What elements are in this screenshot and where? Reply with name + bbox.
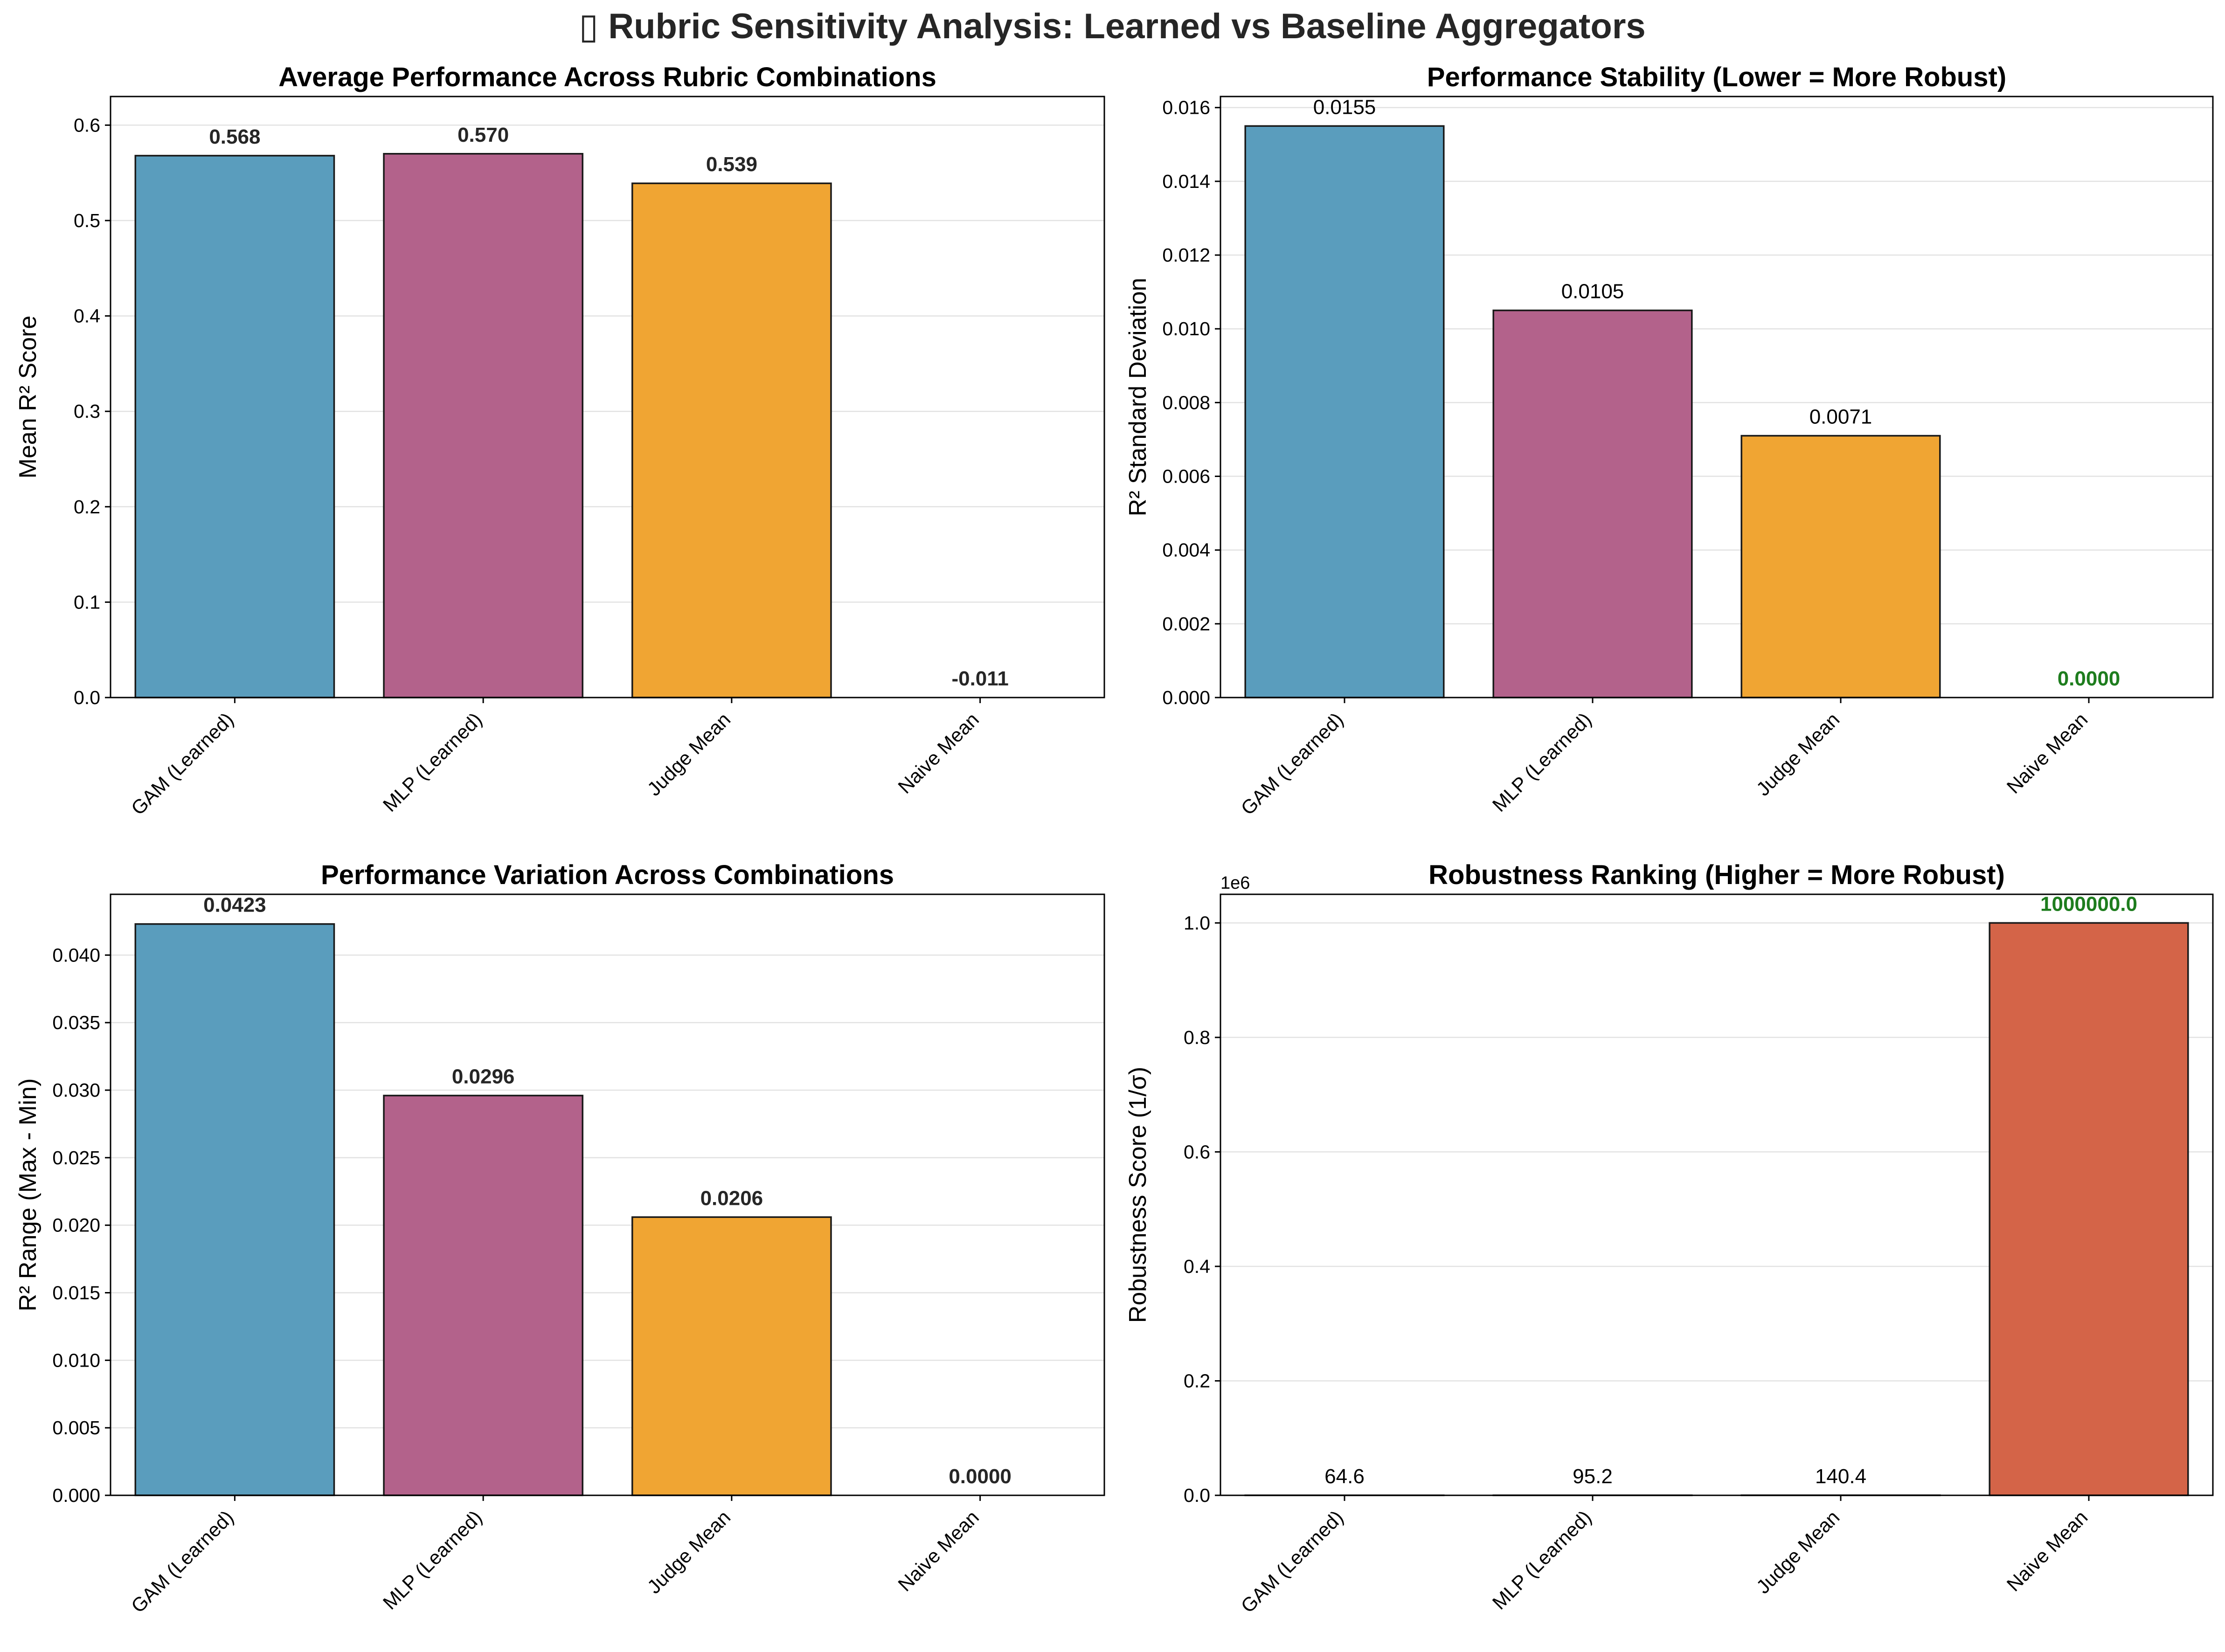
bar-mlp-learned[interactable] (1492, 309, 1693, 698)
y-tick-label: 0.4 (74, 305, 100, 327)
y-tick-label: 0.006 (1162, 466, 1210, 487)
y-tick-label: 0.2 (1184, 1370, 1210, 1391)
x-tick-label: Naive Mean (2003, 708, 2092, 798)
y-tick-label: 0.000 (52, 1485, 100, 1506)
bar-gam-learned[interactable] (134, 923, 335, 1496)
data-label: 64.6 (1324, 1465, 1365, 1488)
chart-panel-performance-stability: 0.000 0.002 0.004 0.006 0.008 0.010 0.012 0.014… (1124, 62, 2214, 819)
y-tick-label: 0.4 (1184, 1256, 1210, 1277)
y-tick-label: 0.020 (52, 1215, 100, 1236)
x-tick-label: MLP (Learned) (1488, 708, 1596, 816)
axes-frame (110, 893, 1105, 1496)
chart-panel-robustness-ranking: 0.0 0.2 0.4 0.6 0.8 1.0 64.6 GAM (Learned) 95.2 M… (1124, 860, 2214, 1617)
x-tick-label: GAM (Learned) (1236, 1506, 1347, 1617)
axes-frame (110, 96, 1105, 698)
bar-gam-learned[interactable] (1244, 125, 1445, 698)
chart-title: Performance Stability (Lower = More Robu… (1427, 62, 2006, 92)
y-tick-label: 0.000 (1162, 687, 1210, 708)
data-label: 0.0000 (949, 1465, 1012, 1488)
y-tick-label: 0.016 (1162, 97, 1210, 118)
y-tick-label: 0.014 (1162, 171, 1210, 192)
x-tick-label: MLP (Learned) (379, 708, 486, 816)
y-tick-label: 0.040 (52, 944, 100, 966)
y-tick-label: 1.0 (1184, 912, 1210, 933)
data-label: 0.0105 (1561, 280, 1624, 303)
y-tick-label: 0.012 (1162, 244, 1210, 266)
y-tick-label: 0.025 (52, 1147, 100, 1168)
y-tick-label: 0.8 (1184, 1027, 1210, 1048)
data-label: 0.570 (457, 124, 509, 146)
y-tick-label: 0.005 (52, 1417, 100, 1438)
data-label: 0.0071 (1809, 406, 1872, 429)
bar-judge-mean[interactable] (631, 1216, 832, 1496)
y-tick-label: 0.004 (1162, 539, 1210, 561)
y-tick-label: 0.1 (74, 591, 100, 613)
bar-mlp-learned[interactable] (383, 153, 583, 698)
bar-mlp-learned[interactable] (383, 1094, 583, 1496)
y-tick-label: 0.6 (1184, 1141, 1210, 1162)
y-tick-label: 0.030 (52, 1079, 100, 1101)
data-label: 95.2 (1573, 1465, 1613, 1488)
y-tick-label: 0.5 (74, 210, 100, 231)
axes-frame (1220, 893, 2214, 1496)
bar-gam-learned[interactable] (134, 155, 335, 698)
x-tick-label: MLP (Learned) (379, 1506, 486, 1614)
x-tick-label: Judge Mean (1752, 708, 1844, 800)
bar-judge-mean[interactable] (631, 182, 832, 698)
chart-title: Robustness Ranking (Higher = More Robust… (1428, 860, 2005, 890)
data-label: 140.4 (1815, 1465, 1866, 1488)
y-axis-label: Robustness Score (1/σ) (1124, 1067, 1151, 1323)
y-tick-label: 0.0 (1184, 1485, 1210, 1506)
x-tick-label: Judge Mean (643, 1506, 735, 1598)
x-tick-label: Judge Mean (643, 708, 735, 800)
data-label: 0.0000 (2058, 667, 2121, 690)
x-tick-label: GAM (Learned) (127, 1506, 238, 1617)
chart-title: Average Performance Across Rubric Combin… (278, 62, 936, 92)
x-tick-label: Judge Mean (1752, 1506, 1844, 1598)
y-tick-label: 0.0 (74, 687, 100, 708)
chart-panel-average-performance: 0.0 0.1 0.2 0.3 0.4 0.5 0.6 0.568 GAM (Learned) 0… (14, 62, 1105, 819)
x-tick-label: GAM (Learned) (127, 708, 238, 819)
y-tick-label: 0.035 (52, 1012, 100, 1033)
y-axis-label: Mean R² Score (14, 316, 42, 479)
bar-judge-mean[interactable] (1740, 435, 1941, 698)
bar-naive-mean[interactable] (1989, 922, 2189, 1496)
y-tick-label: 0.6 (74, 114, 100, 136)
data-label: 0.0155 (1313, 96, 1376, 118)
figure-suptitle: ▯ Rubric Sensitivity Analysis: Learned v… (579, 7, 1645, 46)
y-tick-label: 0.002 (1162, 613, 1210, 635)
x-tick-label: Naive Mean (2003, 1506, 2092, 1596)
x-tick-label: MLP (Learned) (1488, 1506, 1596, 1614)
data-label: 0.0423 (203, 894, 266, 917)
data-label: 1000000.0 (2040, 892, 2137, 915)
y-axis-label: R² Range (Max - Min) (14, 1078, 42, 1312)
data-label: 0.0206 (700, 1187, 763, 1210)
y-tick-label: 0.2 (74, 496, 100, 518)
axes-frame (1220, 96, 2214, 698)
x-tick-label: Naive Mean (894, 708, 983, 798)
x-tick-label: GAM (Learned) (1236, 708, 1347, 819)
y-tick-label: 0.010 (52, 1349, 100, 1371)
y-tick-label: 0.010 (1162, 318, 1210, 339)
data-label: 0.539 (706, 153, 757, 176)
y-axis-label: R² Standard Deviation (1124, 278, 1151, 517)
y-tick-label: 0.008 (1162, 392, 1210, 413)
data-label: 0.0296 (452, 1065, 515, 1088)
chart-panel-performance-variation: 0.000 0.005 0.010 0.015 0.020 0.025 0.030 0.035… (14, 860, 1105, 1617)
x-tick-label: Naive Mean (894, 1506, 983, 1596)
data-label: 0.568 (209, 125, 260, 148)
chart-title: Performance Variation Across Combination… (321, 860, 894, 890)
y-tick-label: 0.015 (52, 1282, 100, 1304)
y-tick-label: 0.3 (74, 401, 100, 422)
data-label: -0.011 (951, 667, 1008, 690)
axis-offset-label: 1e6 (1220, 873, 1250, 893)
